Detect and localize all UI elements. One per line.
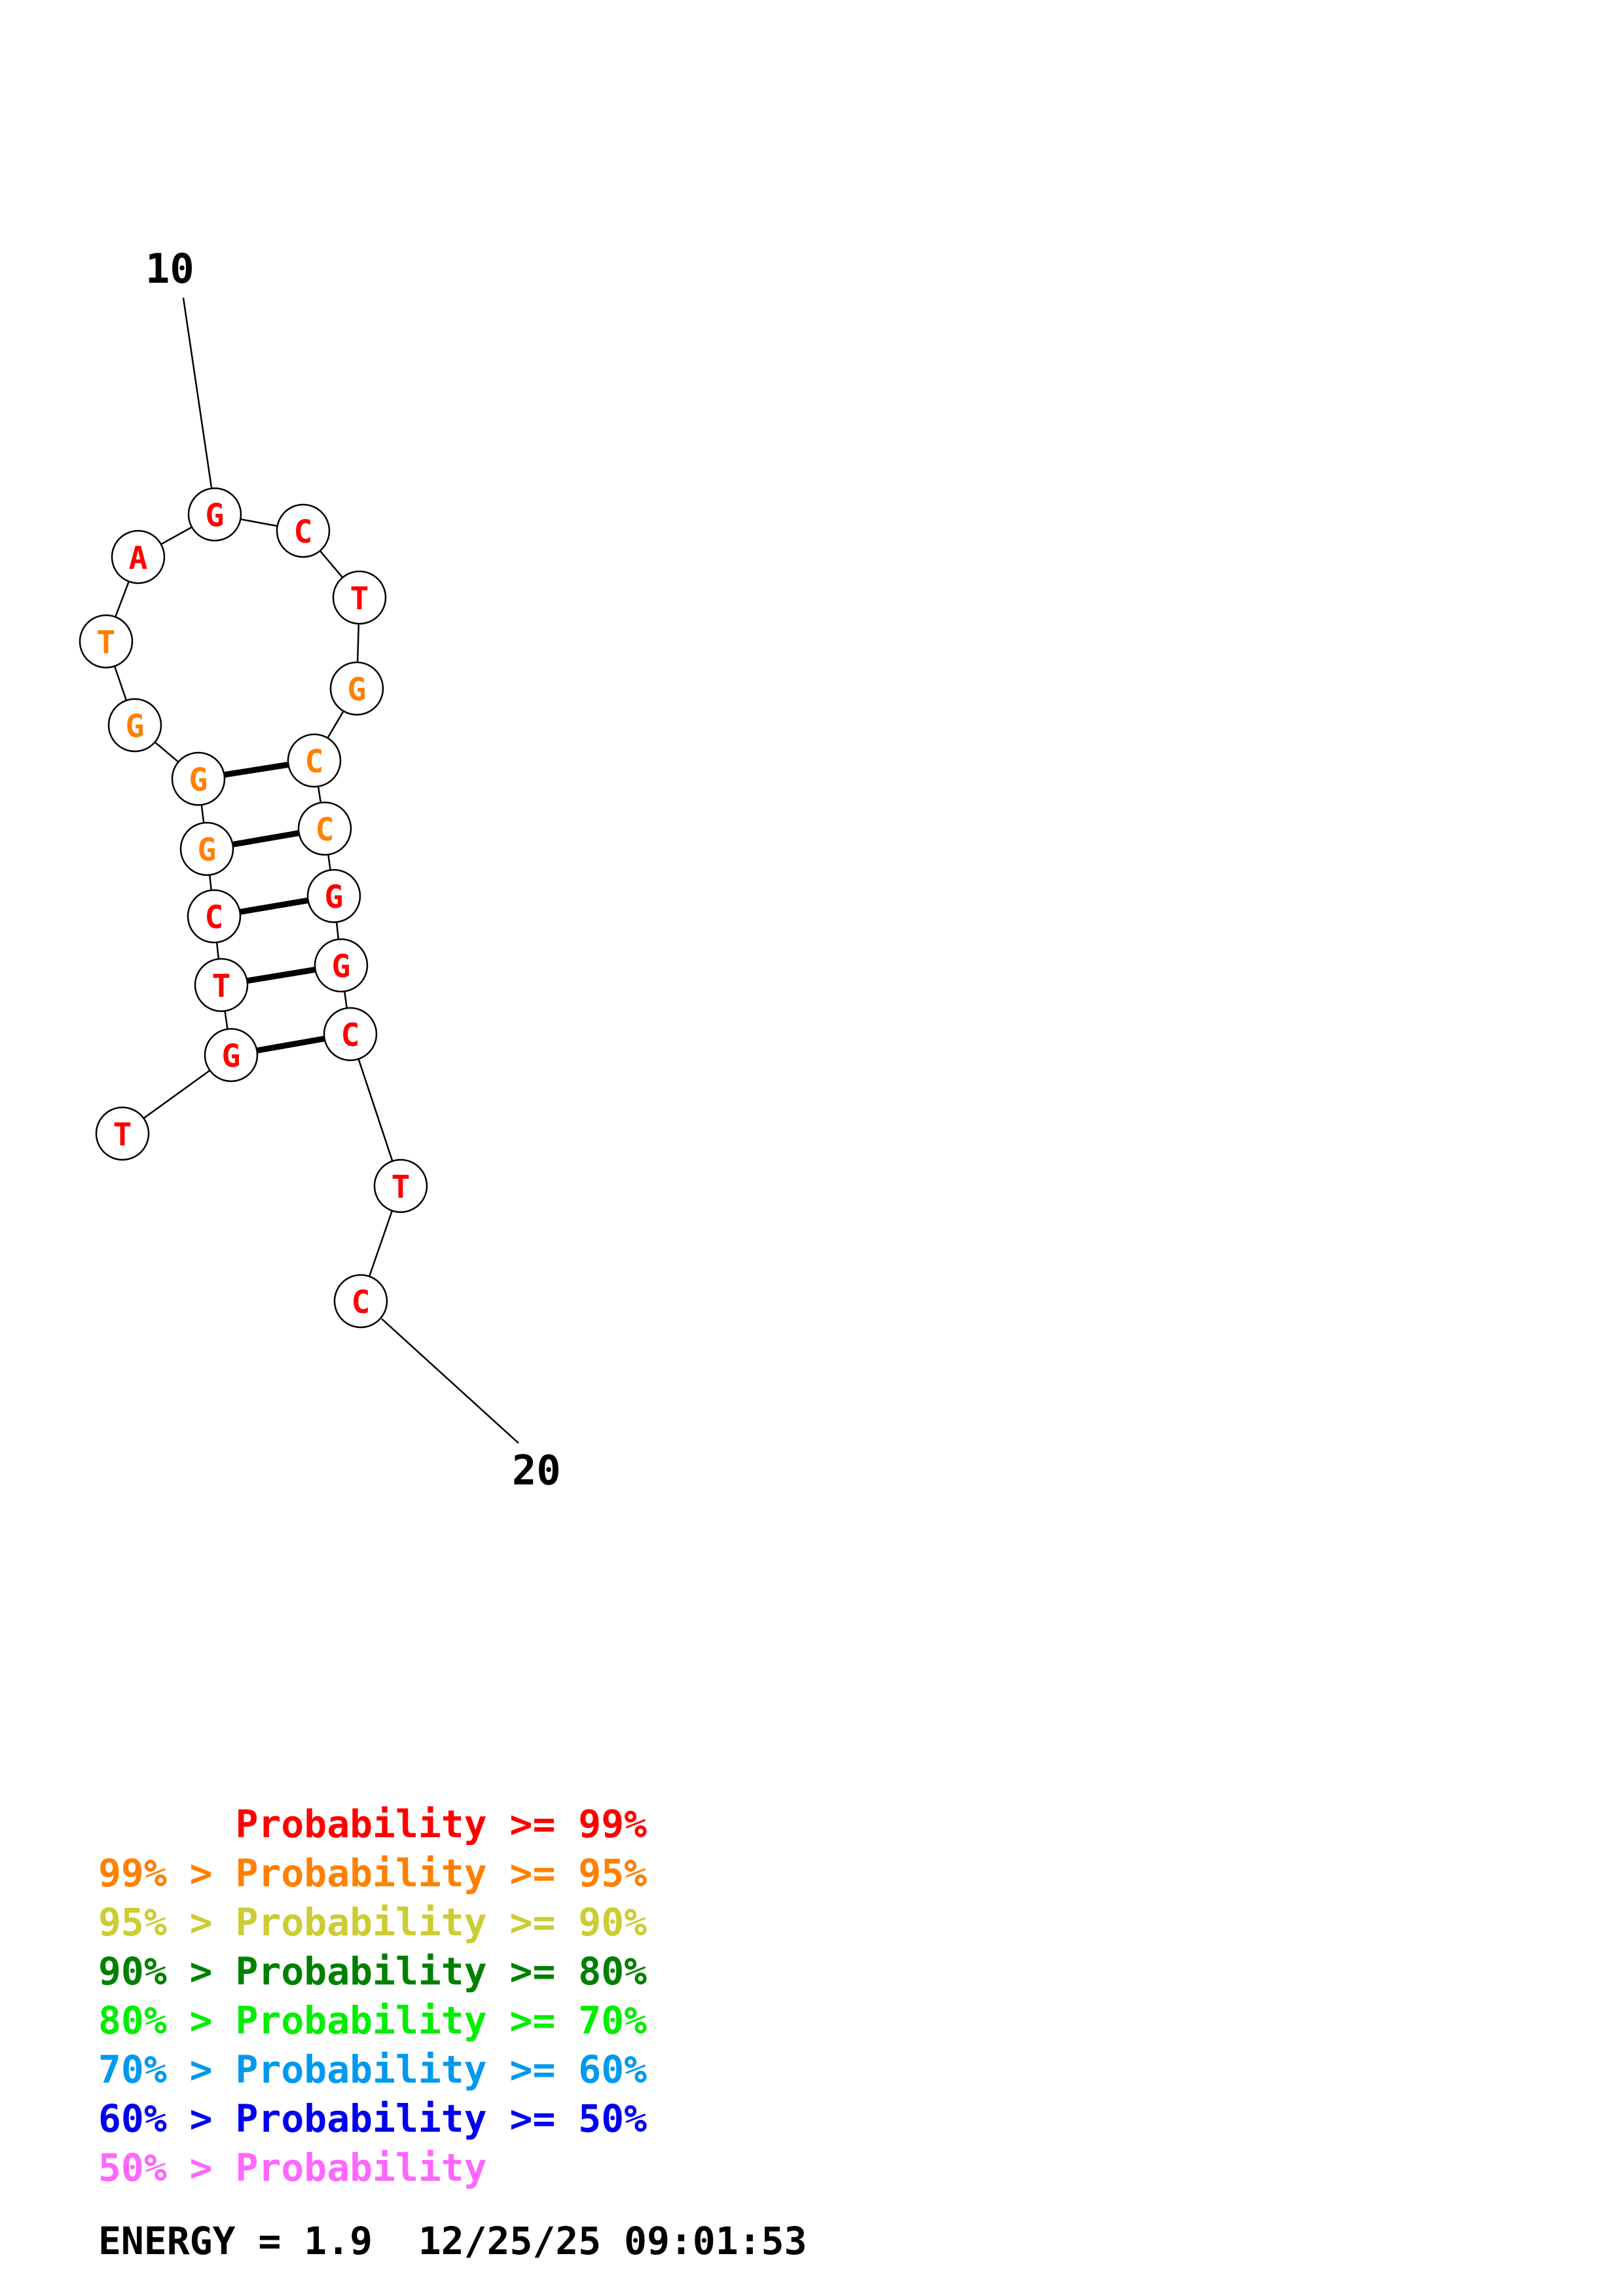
- legend-prefix: 95% >: [98, 1900, 236, 1945]
- nucleotide-letter: C: [352, 1284, 371, 1321]
- position-label-layer: 10 20: [145, 245, 561, 1494]
- nucleotide-circle: [276, 503, 331, 558]
- nucleotide: C: [276, 503, 331, 558]
- nucleotide-letter: A: [129, 540, 148, 577]
- nucleotide-letter: T: [212, 968, 231, 1005]
- nucleotide: G: [187, 487, 242, 542]
- legend-prefix: 50% >: [98, 2145, 236, 2190]
- legend-text: Probability >= 90%: [235, 1900, 647, 1945]
- nucleotide: T: [95, 1106, 150, 1161]
- nucleotide-circle: [306, 869, 361, 924]
- nucleotide-letter: T: [392, 1169, 410, 1206]
- legend-text: Probability >= 60%: [235, 2047, 647, 2092]
- legend-text: Probability >= 95%: [235, 1851, 647, 1895]
- nucleotide-letter: G: [222, 1038, 241, 1075]
- legend-prefix: 60% >: [98, 2096, 236, 2141]
- nucleotide-circle: [187, 889, 242, 944]
- nucleotide-letter: G: [348, 672, 367, 708]
- nucleotide: G: [306, 869, 361, 924]
- nucleotide-letter: T: [350, 581, 369, 617]
- nucleotide-letter: T: [97, 624, 116, 661]
- nucleotide: C: [333, 1274, 388, 1329]
- nucleotide-circle: [187, 487, 242, 542]
- nucleotide: G: [314, 938, 369, 993]
- legend-text: Probability: [235, 2145, 487, 2190]
- legend-prefix: 80% >: [98, 1998, 236, 2043]
- nucleotide-letter: T: [113, 1117, 132, 1153]
- nucleotide: C: [297, 801, 352, 856]
- legend-row: 80% > Probability >= 70%: [98, 2001, 647, 2039]
- timestamp: 12/25/25 09:01:53: [418, 2219, 807, 2263]
- nucleotide-circle: [204, 1028, 259, 1083]
- nucleotide-circle: [373, 1158, 428, 1213]
- nucleotide: G: [179, 821, 234, 876]
- nucleotide-circle: [179, 821, 234, 876]
- nucleotide-letter: G: [198, 832, 217, 869]
- nucleotide-circle: [329, 661, 384, 716]
- nucleotide-letter: G: [332, 948, 351, 985]
- nucleotide: C: [187, 889, 242, 944]
- legend-prefix: 90% >: [98, 1949, 236, 1994]
- nucleotide-circle: [194, 958, 249, 1013]
- nucleotide: G: [329, 661, 384, 716]
- nucleotide-letter: G: [206, 497, 225, 534]
- legend-text: Probability >= 80%: [235, 1949, 647, 1994]
- legend-row: 50% > Probability: [98, 2149, 487, 2187]
- position-leader-line: [182, 297, 213, 488]
- position-label: 20: [512, 1446, 561, 1494]
- nucleotide-letter: C: [341, 1017, 360, 1054]
- nucleotide-circle: [107, 698, 162, 753]
- legend-row: 99% > Probability >= 95%: [98, 1854, 647, 1892]
- nucleotide: T: [373, 1158, 428, 1213]
- nucleotide: C: [323, 1007, 378, 1062]
- nucleotide-circle: [297, 801, 352, 856]
- legend-text: Probability >= 70%: [235, 1998, 647, 2043]
- nucleotide-circle: [79, 614, 134, 669]
- nucleotide-letter: C: [316, 812, 335, 848]
- nucleotide: G: [171, 751, 226, 806]
- position-leader-line: [381, 1318, 519, 1444]
- nucleotide-circle: [171, 751, 226, 806]
- nucleotide-letter: C: [305, 744, 324, 780]
- legend-row: 90% > Probability >= 80%: [98, 1952, 647, 1990]
- nucleotide-circle: [333, 1274, 388, 1329]
- legend-row: 95% > Probability >= 90%: [98, 1903, 647, 1941]
- nucleotide: A: [111, 529, 166, 584]
- nucleotide-circle: [332, 570, 387, 625]
- nucleotide-letter: G: [325, 879, 344, 916]
- legend-row: 60% > Probability >= 50%: [98, 2100, 647, 2138]
- legend-text: Probability >= 50%: [235, 2096, 647, 2141]
- nucleotide: T: [79, 614, 134, 669]
- position-label: 10: [145, 245, 194, 293]
- backbone-layer: [105, 297, 519, 1444]
- nucleotide-letter: G: [126, 708, 145, 745]
- nucleotide-circle: [95, 1106, 150, 1161]
- energy-value: ENERGY = 1.9: [98, 2219, 373, 2263]
- nucleotide: T: [332, 570, 387, 625]
- legend-prefix: [98, 1802, 236, 1846]
- nucleotide: G: [107, 698, 162, 753]
- legend-prefix: 70% >: [98, 2047, 236, 2092]
- nucleotide-letter: C: [205, 899, 224, 936]
- nucleotide-circle: [314, 938, 369, 993]
- legend-prefix: 99% >: [98, 1851, 236, 1895]
- legend-row: 70% > Probability >= 60%: [98, 2051, 647, 2089]
- nucleotide: T: [194, 958, 249, 1013]
- legend-row: Probability >= 99%: [98, 1805, 647, 1843]
- nucleotide-letter: C: [294, 514, 313, 550]
- nucleotide-circle: [111, 529, 166, 584]
- nucleotide: C: [287, 733, 342, 788]
- nucleotide: G: [204, 1028, 259, 1083]
- nucleotide-circle: [323, 1007, 378, 1062]
- nucleotide-circle: [287, 733, 342, 788]
- energy-footer: ENERGY = 1.9 12/25/25 09:01:53: [98, 2219, 807, 2263]
- legend-text: Probability >= 99%: [235, 1802, 647, 1846]
- nucleotide-letter: G: [189, 762, 208, 798]
